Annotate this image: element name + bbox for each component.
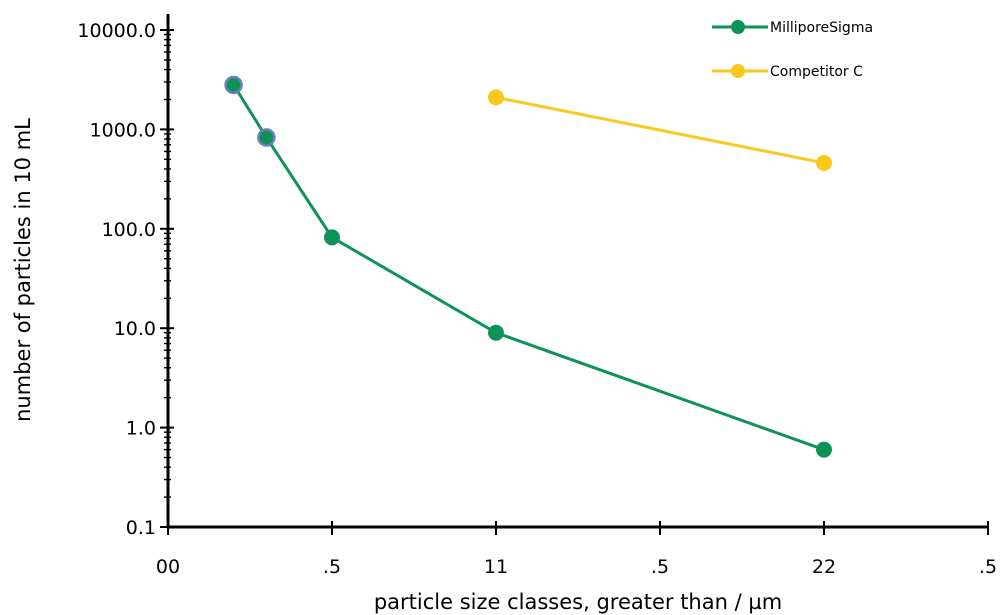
x-ticks: 00 .5 11 .5 22 .5 <box>156 521 997 578</box>
legend-label: Competitor C <box>770 64 863 80</box>
data-point <box>816 441 832 458</box>
axes <box>166 14 988 529</box>
series-lines <box>232 84 825 452</box>
y-tick-label: 100.0 <box>102 219 156 241</box>
data-point <box>488 89 504 106</box>
series-points <box>224 75 832 458</box>
y-tick-label: 10.0 <box>114 318 156 340</box>
x-tick-label: 00 <box>156 556 180 578</box>
x-axis-title: particle size classes, greater than / µm <box>374 590 782 614</box>
y-axis-title: number of particles in 10 mL <box>11 118 35 422</box>
y-tick-label: 1000.0 <box>90 119 156 141</box>
legend-label: MilliporeSigma <box>770 20 873 36</box>
y-tick-label: 0.1 <box>126 517 156 539</box>
y-tick-label: 1.0 <box>126 418 156 440</box>
series-line-0 <box>232 84 825 452</box>
data-point <box>324 229 340 246</box>
legend-marker <box>731 20 745 34</box>
legend-marker <box>731 64 745 78</box>
legend: MilliporeSigma Competitor C <box>712 20 873 80</box>
x-tick-label: 22 <box>812 556 836 578</box>
y-tick-label: 10000.0 <box>77 20 156 42</box>
x-tick-label: .5 <box>979 556 997 578</box>
x-tick-label: 11 <box>484 556 508 578</box>
series-line-1 <box>495 95 825 165</box>
data-point <box>488 324 504 341</box>
data-point <box>816 154 832 171</box>
x-tick-label: .5 <box>651 556 669 578</box>
data-point <box>257 128 276 147</box>
data-point <box>224 75 243 95</box>
y-ticks: 0.1 1.0 10.0 100.0 1000.0 10000.0 <box>77 20 174 539</box>
x-tick-label: .5 <box>323 556 341 578</box>
